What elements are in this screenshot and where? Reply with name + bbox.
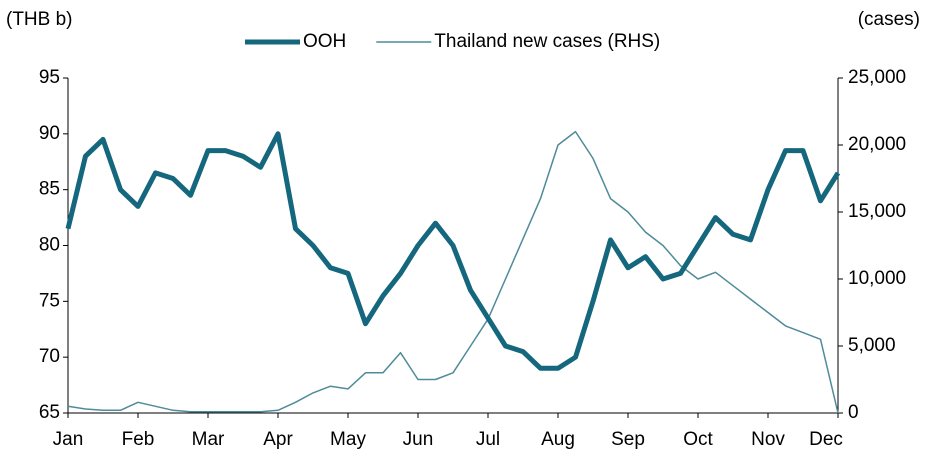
x-tick-label: Sep xyxy=(611,429,645,450)
x-tick-label: Jun xyxy=(403,429,434,450)
x-tick-label: Feb xyxy=(122,429,155,450)
y2-axis-label: (cases) xyxy=(858,9,920,30)
y2-tick-label: 25,000 xyxy=(848,67,906,88)
x-tick-label: Apr xyxy=(263,429,293,450)
x-tick-label: Nov xyxy=(751,429,785,450)
y2-tick-label: 10,000 xyxy=(848,268,906,289)
y-tick-label: 85 xyxy=(39,179,60,200)
line-series xyxy=(65,131,841,371)
x-tick-label: Jul xyxy=(476,429,500,450)
x-tick-label: Oct xyxy=(683,429,713,450)
y2-tick-label: 15,000 xyxy=(848,201,906,222)
y-tick-label: 70 xyxy=(39,346,60,367)
y-tick-label: 95 xyxy=(39,67,60,88)
y2-tick-label: 20,000 xyxy=(848,134,906,155)
y2-tick-label: 0 xyxy=(848,402,859,423)
y-tick-label: 90 xyxy=(39,123,60,144)
legend-label: Thailand new cases (RHS) xyxy=(434,31,660,52)
y-tick-label: 65 xyxy=(39,402,60,423)
y-tick-label: 80 xyxy=(39,235,60,256)
x-tick-label: Mar xyxy=(192,429,225,450)
x-tick-label: Dec xyxy=(809,429,843,450)
x-tick-label: Aug xyxy=(541,429,575,450)
x-tick-label: Jan xyxy=(53,429,84,450)
y2-tick-label: 5,000 xyxy=(848,335,896,356)
y-axis-label: (THB b) xyxy=(6,9,73,30)
y-tick-label: 75 xyxy=(39,290,60,311)
legend-label: OOH xyxy=(303,31,346,52)
x-tick-label: May xyxy=(330,429,366,450)
line-series xyxy=(67,130,839,414)
